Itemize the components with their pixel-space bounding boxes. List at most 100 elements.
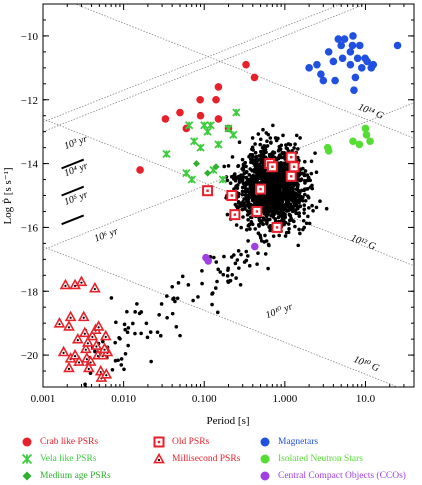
pulsar-dot — [274, 197, 278, 202]
pulsar-dot — [165, 315, 169, 320]
pulsar-dot — [310, 186, 315, 191]
pulsar-dot — [125, 309, 129, 314]
pulsar-dot — [213, 286, 218, 290]
pulsar-dot — [125, 330, 130, 335]
pulsar-dot — [232, 187, 236, 191]
pulsar-dot — [297, 189, 301, 193]
pulsar-dot — [271, 123, 275, 128]
pulsar-dot — [314, 170, 319, 174]
legend-item: Medium age PSRs — [20, 470, 111, 482]
data-point — [334, 35, 343, 43]
pulsar-dot — [251, 148, 255, 152]
series-millisecond-psrs — [53, 275, 114, 382]
pulsar-dot — [256, 174, 261, 179]
pulsar-dot — [290, 205, 295, 210]
y-tick-label-4: −18 — [21, 286, 39, 298]
pulsar-dot — [171, 297, 175, 301]
pulsar-dot — [324, 206, 329, 211]
pulsar-dot — [239, 252, 243, 257]
pulsar-dot — [246, 218, 250, 222]
age-segment-0 — [61, 158, 85, 170]
pulsar-dot — [256, 196, 260, 201]
pulsar-dot — [236, 201, 241, 205]
series-crab-like-psrs — [136, 60, 259, 174]
pulsar-dot — [122, 367, 126, 372]
pulsar-dot — [297, 214, 302, 218]
pulsar-dot — [294, 193, 298, 198]
pulsar-dot — [276, 176, 281, 180]
data-point-center — [206, 189, 209, 192]
pulsar-dot — [272, 150, 277, 155]
data-point — [57, 345, 70, 357]
data-point — [100, 368, 113, 379]
pulsar-dot — [306, 214, 310, 219]
pulsar-dot — [247, 181, 251, 186]
y-tick-label-1: −12 — [21, 95, 38, 107]
pulsar-dot — [280, 179, 284, 183]
pulsar-dot — [297, 200, 301, 205]
legend-label: Vela like PSRs — [40, 454, 97, 464]
pulsar-dot — [298, 231, 302, 236]
pulsar-dot — [200, 269, 204, 273]
pulsar-dot — [237, 140, 242, 145]
pulsar-dot — [170, 284, 175, 289]
pulsar-dot — [175, 296, 180, 301]
y-axis-label: Log Ṗ [s s⁻¹] — [2, 167, 14, 224]
pulsar-dot — [248, 185, 253, 189]
pulsar-dot — [225, 178, 230, 183]
data-point-center — [259, 187, 262, 191]
data-point-center — [58, 323, 61, 326]
legend-label: Isolated Neutron Stars — [278, 454, 363, 464]
pulsar-dot — [286, 142, 291, 146]
legend-marker — [260, 454, 270, 464]
pulsar-dot — [234, 223, 239, 227]
pulsar-dot — [268, 154, 272, 159]
data-point — [190, 137, 199, 146]
pulsar-dot — [222, 254, 226, 259]
pulsar-dot — [137, 311, 142, 316]
pulsar-dot — [93, 349, 97, 354]
data-point — [196, 95, 204, 104]
pulsar-dot — [88, 371, 93, 375]
pulsar-dot — [148, 330, 153, 334]
data-point — [324, 147, 333, 155]
data-point-center — [69, 316, 72, 319]
pulsar-dot — [113, 358, 118, 363]
data-point — [69, 348, 81, 360]
pulsar-dot — [240, 189, 245, 194]
pulsar-dot — [268, 228, 272, 233]
data-point — [196, 143, 205, 152]
pulsar-dot — [256, 132, 261, 136]
pulsar-dot — [262, 202, 267, 207]
data-point-center — [97, 326, 100, 329]
legend-marker — [22, 437, 32, 447]
data-point — [82, 361, 95, 373]
pulsar-dot — [276, 211, 280, 216]
pulsar-dot — [306, 176, 311, 180]
pulsar-dot — [286, 222, 291, 226]
pulsar-dot — [265, 139, 269, 143]
pulsar-dot — [244, 164, 248, 169]
data-point — [214, 83, 223, 91]
pulsar-dot — [270, 177, 275, 181]
pulsar-dot — [144, 321, 149, 326]
pulsar-dot — [261, 180, 266, 185]
pulsar-dot — [292, 146, 296, 150]
pulsar-dot — [245, 198, 250, 203]
data-point — [162, 149, 171, 159]
pulsar-dot — [314, 205, 319, 210]
pulsar-dot — [302, 207, 307, 212]
pulsar-dot — [276, 180, 281, 184]
pulsar-dot — [284, 181, 288, 186]
pulsar-dot — [244, 227, 249, 232]
pulsar-dot — [186, 283, 191, 287]
data-point-center — [82, 316, 85, 319]
data-point — [317, 70, 325, 79]
pulsar-dot — [236, 183, 240, 187]
data-point — [99, 329, 112, 341]
pulsar-dot — [297, 195, 302, 199]
series-central-compact-objects-ccos- — [202, 242, 259, 265]
scatter-chart: 0.001 0.010 0.100 1.000 10.0 −10 −12 −14 −16 −18 −… — [2, 3, 415, 427]
pulsar-dot — [300, 171, 305, 176]
data-point — [212, 95, 220, 104]
